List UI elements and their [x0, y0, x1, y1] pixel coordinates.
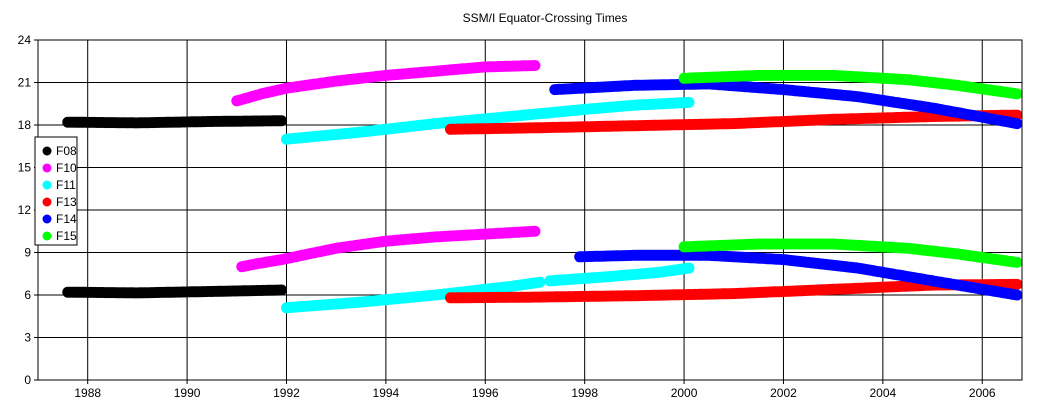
x-tick-label: 1990	[174, 386, 201, 400]
legend-box	[34, 136, 78, 246]
y-tick-label: 9	[24, 246, 31, 260]
series-f11-track-2	[544, 262, 695, 287]
x-tick-label: 1992	[273, 386, 300, 400]
y-tick-label: 24	[18, 33, 32, 47]
legend-label-f10: F10	[56, 161, 77, 175]
y-tick-label: 0	[24, 373, 31, 387]
series-f13	[445, 109, 1023, 304]
series-f14-track-1	[574, 249, 1023, 301]
x-tick-label: 1998	[571, 386, 598, 400]
legend-marker-f08	[42, 146, 52, 156]
legend: F08 F10 F11 F13 F14 F15	[34, 136, 78, 246]
y-tick-label: 6	[24, 288, 31, 302]
x-tick-label: 2002	[770, 386, 797, 400]
series-f08-track-1	[62, 284, 288, 299]
chart-title: SSM/I Equator-Crossing Times	[463, 11, 628, 25]
legend-marker-f13	[42, 197, 52, 207]
series-f13-track-1	[445, 278, 1023, 304]
series-f14-track-0	[549, 78, 1023, 130]
legend-marker-f15	[42, 231, 52, 241]
series-f11	[281, 96, 695, 314]
series-f10-track-0	[231, 60, 541, 107]
legend-label-f13: F13	[56, 195, 77, 209]
series-f08	[62, 115, 288, 299]
grid	[38, 40, 1022, 380]
series-f10-track-1	[236, 225, 541, 273]
series-f13-track-0	[445, 109, 1023, 135]
y-tick-label: 3	[24, 331, 31, 345]
series-f15-track-0	[678, 69, 1023, 100]
x-axis: 1988 1990 1992 1994 1996 1998 2000 2002 2004 2006	[74, 380, 996, 400]
legend-marker-f10	[42, 163, 52, 173]
y-tick-label: 18	[18, 118, 32, 132]
y-tick-label: 21	[18, 76, 32, 90]
x-tick-label: 1994	[373, 386, 400, 400]
series-f15-track-1	[678, 238, 1023, 268]
legend-label-f08: F08	[56, 144, 77, 158]
y-tick-label: 15	[18, 161, 32, 175]
series-f10	[231, 60, 541, 273]
series-f11-track-1	[281, 276, 546, 314]
legend-marker-f14	[42, 214, 52, 224]
legend-label-f11: F11	[56, 178, 76, 192]
y-axis: 0 3 6 9 12 15 18 21 24	[18, 33, 38, 387]
x-tick-label: 1996	[472, 386, 499, 400]
y-tick-label: 12	[18, 203, 32, 217]
legend-marker-f11	[42, 180, 52, 190]
series-f15	[678, 69, 1023, 268]
legend-label-f14: F14	[56, 212, 77, 226]
x-tick-label: 2006	[969, 386, 996, 400]
data-layer	[62, 60, 1023, 314]
x-tick-label: 2000	[671, 386, 698, 400]
series-f11-track-0	[281, 96, 695, 145]
x-tick-label: 2004	[869, 386, 896, 400]
x-tick-label: 1988	[74, 386, 101, 400]
legend-label-f15: F15	[56, 229, 77, 243]
series-f08-track-0	[62, 115, 288, 129]
series-f14	[549, 78, 1023, 301]
